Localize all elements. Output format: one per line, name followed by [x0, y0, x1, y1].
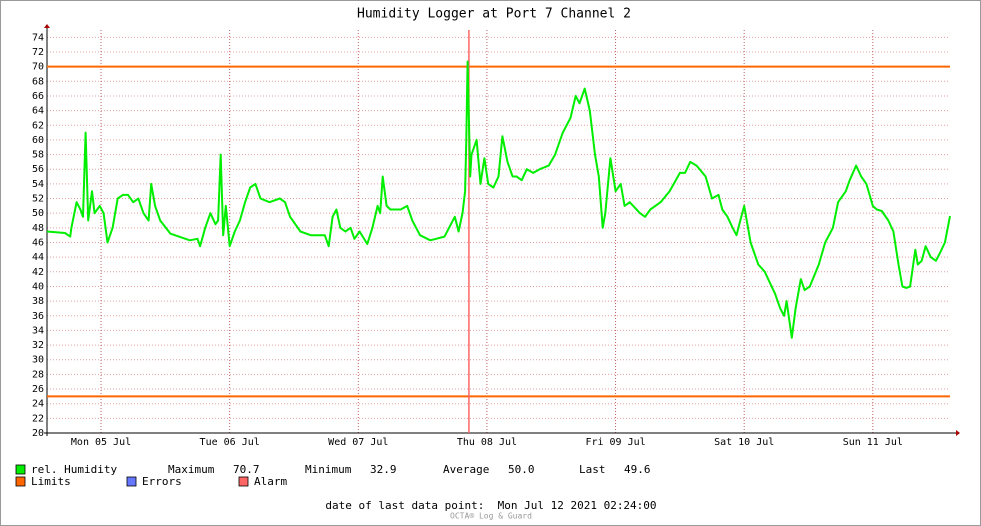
y-tick-label: 48 [32, 223, 44, 234]
y-tick-label: 36 [32, 311, 44, 322]
y-tick-label: 46 [32, 237, 44, 248]
y-tick-label: 24 [32, 399, 44, 410]
data-line [46, 60, 951, 339]
stat-name: Last [579, 463, 606, 476]
y-tick-label: 68 [32, 76, 44, 87]
y-tick-label: 32 [32, 340, 44, 351]
y-tick-label: 66 [32, 91, 44, 102]
y-tick-label: 56 [32, 164, 44, 175]
y-tick-label: 54 [32, 179, 44, 190]
y-tick-label: 74 [32, 32, 44, 43]
y-tick-label: 20 [32, 428, 44, 439]
y-tick-label: 28 [32, 369, 44, 380]
y-tick-label: 64 [32, 106, 44, 117]
y-tick-label: 26 [32, 384, 44, 395]
y-tick-label: 34 [32, 325, 44, 336]
y-tick-label: 58 [32, 150, 44, 161]
x-tick-label: Mon 05 Jul [71, 437, 131, 448]
legend-swatch [126, 476, 137, 487]
stat-value: 70.7 [233, 463, 260, 476]
y-tick-label: 44 [32, 252, 44, 263]
stat-name: Maximum [168, 463, 215, 476]
stat-value: 32.9 [370, 463, 397, 476]
y-tick-label: 52 [32, 194, 44, 205]
x-tick-label: Wed 07 Jul [328, 437, 388, 448]
y-axis-arrow [44, 24, 50, 28]
x-tick-label: Sat 10 Jul [714, 437, 774, 448]
x-axis-arrow [956, 430, 960, 436]
y-tick-label: 60 [32, 135, 44, 146]
stat-value: 49.6 [624, 463, 651, 476]
x-tick-label: Thu 08 Jul [457, 437, 517, 448]
y-tick-label: 42 [32, 267, 44, 278]
footer: date of last data point: Mon Jul 12 2021… [325, 499, 656, 512]
stat-value: 50.0 [508, 463, 535, 476]
y-tick-label: 38 [32, 296, 44, 307]
y-tick-label: 72 [32, 47, 44, 58]
legend-swatch [15, 476, 26, 487]
y-tick-label: 50 [32, 208, 44, 219]
legend-label: Limits [31, 475, 71, 488]
x-tick-label: Tue 06 Jul [200, 437, 260, 448]
legend-label: rel. Humidity [31, 463, 117, 476]
y-tick-label: 70 [32, 62, 44, 73]
y-tick-label: 40 [32, 281, 44, 292]
y-tick-label: 22 [32, 413, 44, 424]
y-tick-label: 62 [32, 120, 44, 131]
legend-label: Errors [142, 475, 182, 488]
stat-name: Average [443, 463, 489, 476]
chart-title: Humidity Logger at Port 7 Channel 2 [357, 7, 631, 22]
y-tick-label: 30 [32, 355, 44, 366]
legend-swatch [238, 476, 249, 487]
x-tick-label: Sun 11 Jul [843, 437, 903, 448]
legend-swatch [15, 464, 26, 475]
credit: OCTA® Log & Guard [450, 512, 532, 521]
x-tick-label: Fri 09 Jul [585, 437, 645, 448]
stat-name: Minimum [305, 463, 352, 476]
legend-label: Alarm [254, 475, 287, 488]
